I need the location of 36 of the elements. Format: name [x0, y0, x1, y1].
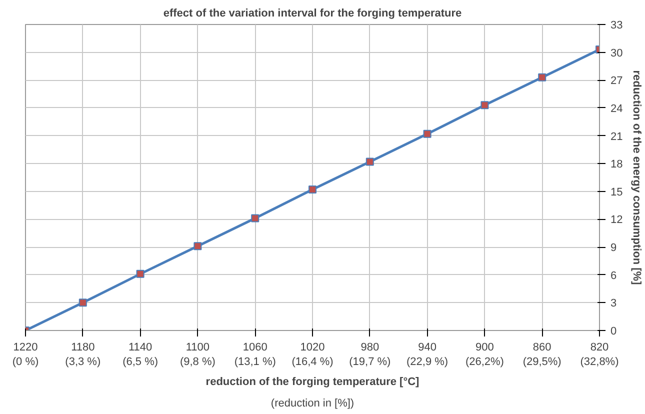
text: (reduction in [%])	[270, 398, 354, 410]
y-tick-label: 0	[610, 326, 617, 338]
y-tick-label: 18	[610, 158, 623, 171]
x-tick-label: 900 (26,2%)	[465, 342, 504, 368]
x-tick-label: 940 (22,9 %)	[406, 342, 448, 368]
x-tick-label: 1060 (13,1 %)	[234, 342, 276, 368]
y-tick-label: 6	[610, 270, 617, 282]
x-tick-label: 1100 (9,8 %)	[180, 342, 216, 368]
x-tick-label: 1220 (0 %)	[12, 342, 39, 368]
y-tick-label: 30	[610, 47, 623, 60]
point	[78, 298, 87, 307]
y-tick-label: 15	[610, 186, 623, 198]
x-tick-label: 1140 (6,5 %)	[122, 342, 158, 368]
y-tick-label: 3	[610, 298, 617, 310]
x-axis-title: reduction of the forging temperature [°C]	[206, 376, 420, 388]
y-tick-label: 12	[610, 214, 623, 226]
point	[251, 214, 260, 222]
x-tick-label: 1180 (3,3 %)	[65, 342, 101, 368]
x-tick-label: 820 (32,8%)	[580, 342, 619, 368]
y-tick-label: 27	[610, 75, 623, 88]
point	[423, 130, 432, 138]
x-tick-label: 1020 (16,4 %)	[292, 342, 334, 368]
point	[136, 270, 144, 278]
point	[538, 73, 546, 82]
y-axis-title: reduction of the energy consumption [%]	[630, 70, 643, 286]
point	[480, 101, 489, 110]
y-tick-label: 9	[610, 242, 617, 254]
y-tick-label: 33	[610, 20, 623, 32]
point	[308, 186, 316, 194]
y-tick-label: 24	[610, 102, 623, 115]
x-tick-label: 860 (29,5%)	[522, 342, 562, 368]
chart-title: effect of the variation interval for the forging temperature	[163, 8, 462, 20]
y-tick-label: 21	[610, 130, 623, 143]
point	[366, 158, 374, 166]
x-tick-label: 980 (19,7 %)	[349, 342, 391, 368]
point	[194, 242, 202, 250]
